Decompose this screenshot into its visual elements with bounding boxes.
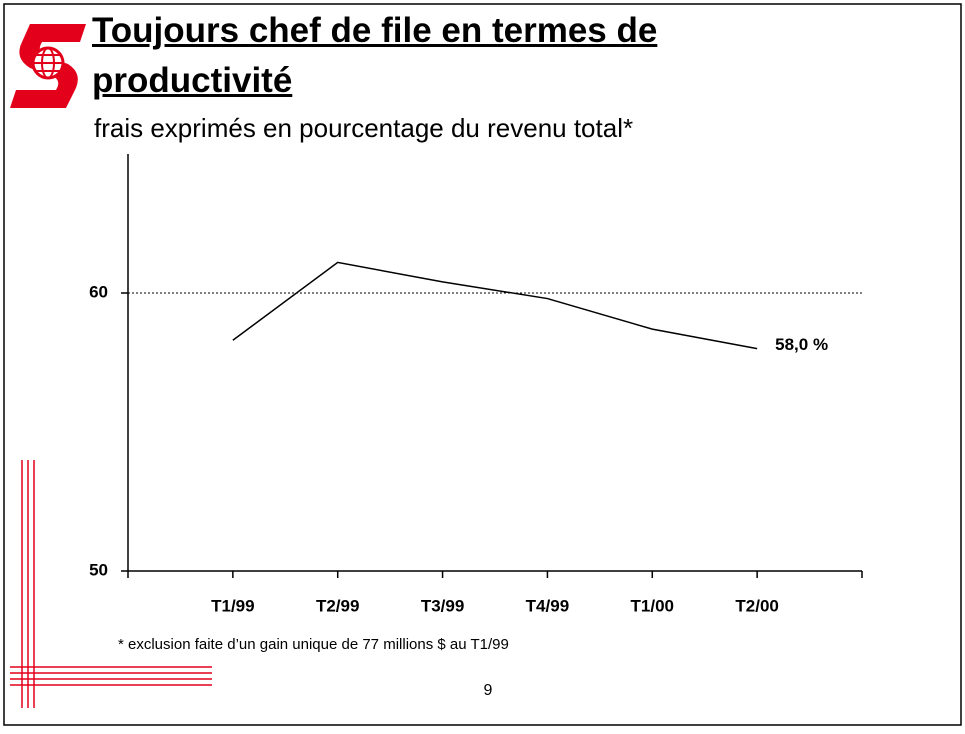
x-tick-label: T1/00 [631,596,674,615]
x-tick-label: T1/99 [211,596,254,615]
slide-border [3,3,962,726]
y-tick-label: 60 [89,282,108,301]
chart-title: Toujours chef de file en termes de produ… [92,11,658,100]
chart-subtitle: frais exprimés en pourcentage du revenu … [94,113,633,143]
data-label: 58,0 % [775,335,828,354]
x-tick-label: T4/99 [526,596,569,615]
line-series [232,261,758,350]
y-tick-label: 50 [89,560,108,579]
title-box: Toujours chef de file en termes de produ… [92,11,658,100]
x-tick-label: T3/99 [421,596,464,615]
page-number: 9 [484,682,493,699]
logo [10,24,86,108]
footnote: * exclusion faite d’un gain unique de 77… [118,636,509,653]
x-tick-label: T2/99 [316,596,359,615]
decoration-lines [10,460,212,708]
x-tick-label: T2/00 [735,596,778,615]
